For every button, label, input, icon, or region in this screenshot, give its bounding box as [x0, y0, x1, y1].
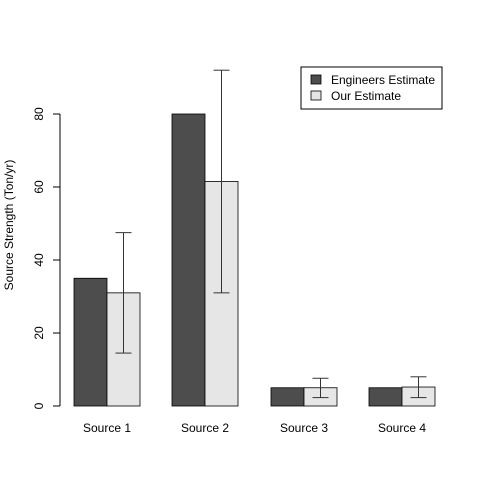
y-tick-label: 40 [32, 253, 46, 267]
bar-1-1 [73, 277, 108, 407]
legend-swatch [310, 90, 322, 101]
bar-1-4 [368, 387, 403, 407]
y-tick-label: 0 [32, 402, 46, 409]
y-axis: 0 20 40 60 80 [32, 107, 61, 409]
category-label: Source 1 [83, 421, 131, 435]
y-tick-label: 20 [32, 326, 46, 340]
category-label: Source 4 [378, 421, 426, 435]
category-label: Source 3 [280, 421, 328, 435]
legend: Engineers Estimate Our Estimate [300, 66, 443, 110]
category-label: Source 2 [181, 421, 229, 435]
legend-swatch [310, 74, 322, 85]
error-bars [115, 69, 427, 399]
y-tick-label: 80 [32, 107, 46, 121]
bars [73, 113, 436, 407]
bar-1-3 [270, 387, 305, 407]
bar-1-2 [171, 113, 206, 407]
legend-label: Engineers Estimate [331, 73, 435, 87]
x-axis-labels: Source 1 Source 2 Source 3 Source 4 [83, 421, 426, 435]
y-tick-label: 60 [32, 180, 46, 194]
legend-label: Our Estimate [331, 89, 401, 103]
y-axis-label: Source Strength (Ton/yr) [2, 160, 16, 291]
legend-box [300, 66, 443, 110]
